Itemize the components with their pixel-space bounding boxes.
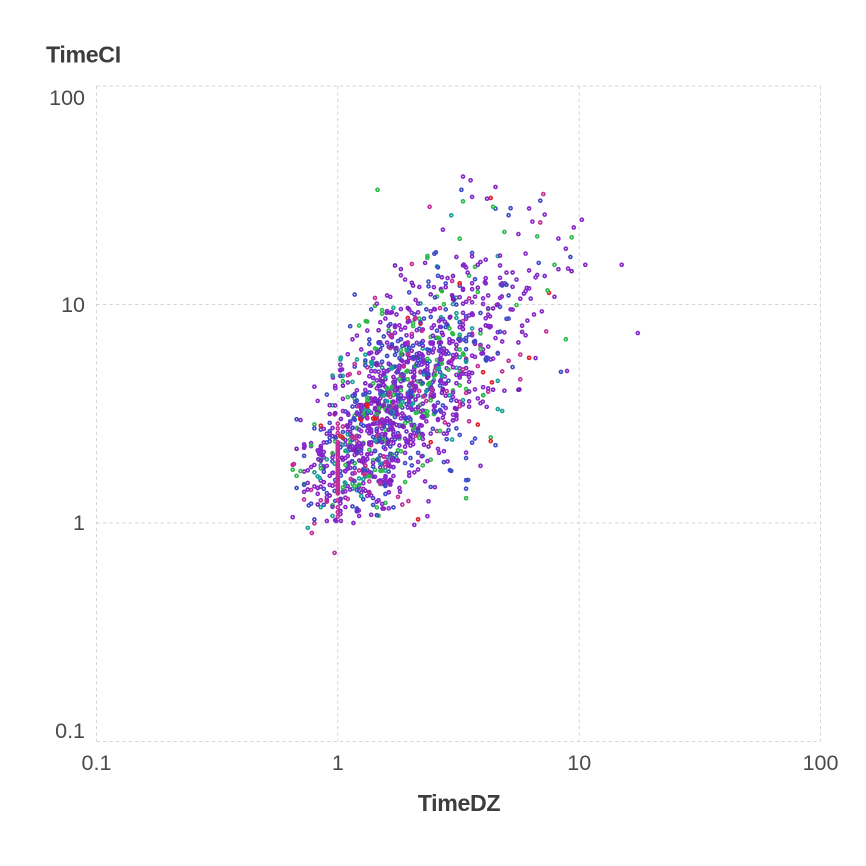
svg-text:TimeCI: TimeCI xyxy=(46,42,121,68)
svg-text:10: 10 xyxy=(61,293,85,317)
svg-text:TimeDZ: TimeDZ xyxy=(418,790,501,816)
svg-text:0.1: 0.1 xyxy=(55,719,85,743)
svg-text:100: 100 xyxy=(49,86,85,110)
svg-text:1: 1 xyxy=(332,751,344,775)
svg-text:1: 1 xyxy=(73,511,85,535)
svg-text:0.1: 0.1 xyxy=(82,751,112,775)
svg-text:100: 100 xyxy=(803,751,839,775)
svg-text:10: 10 xyxy=(567,751,591,775)
